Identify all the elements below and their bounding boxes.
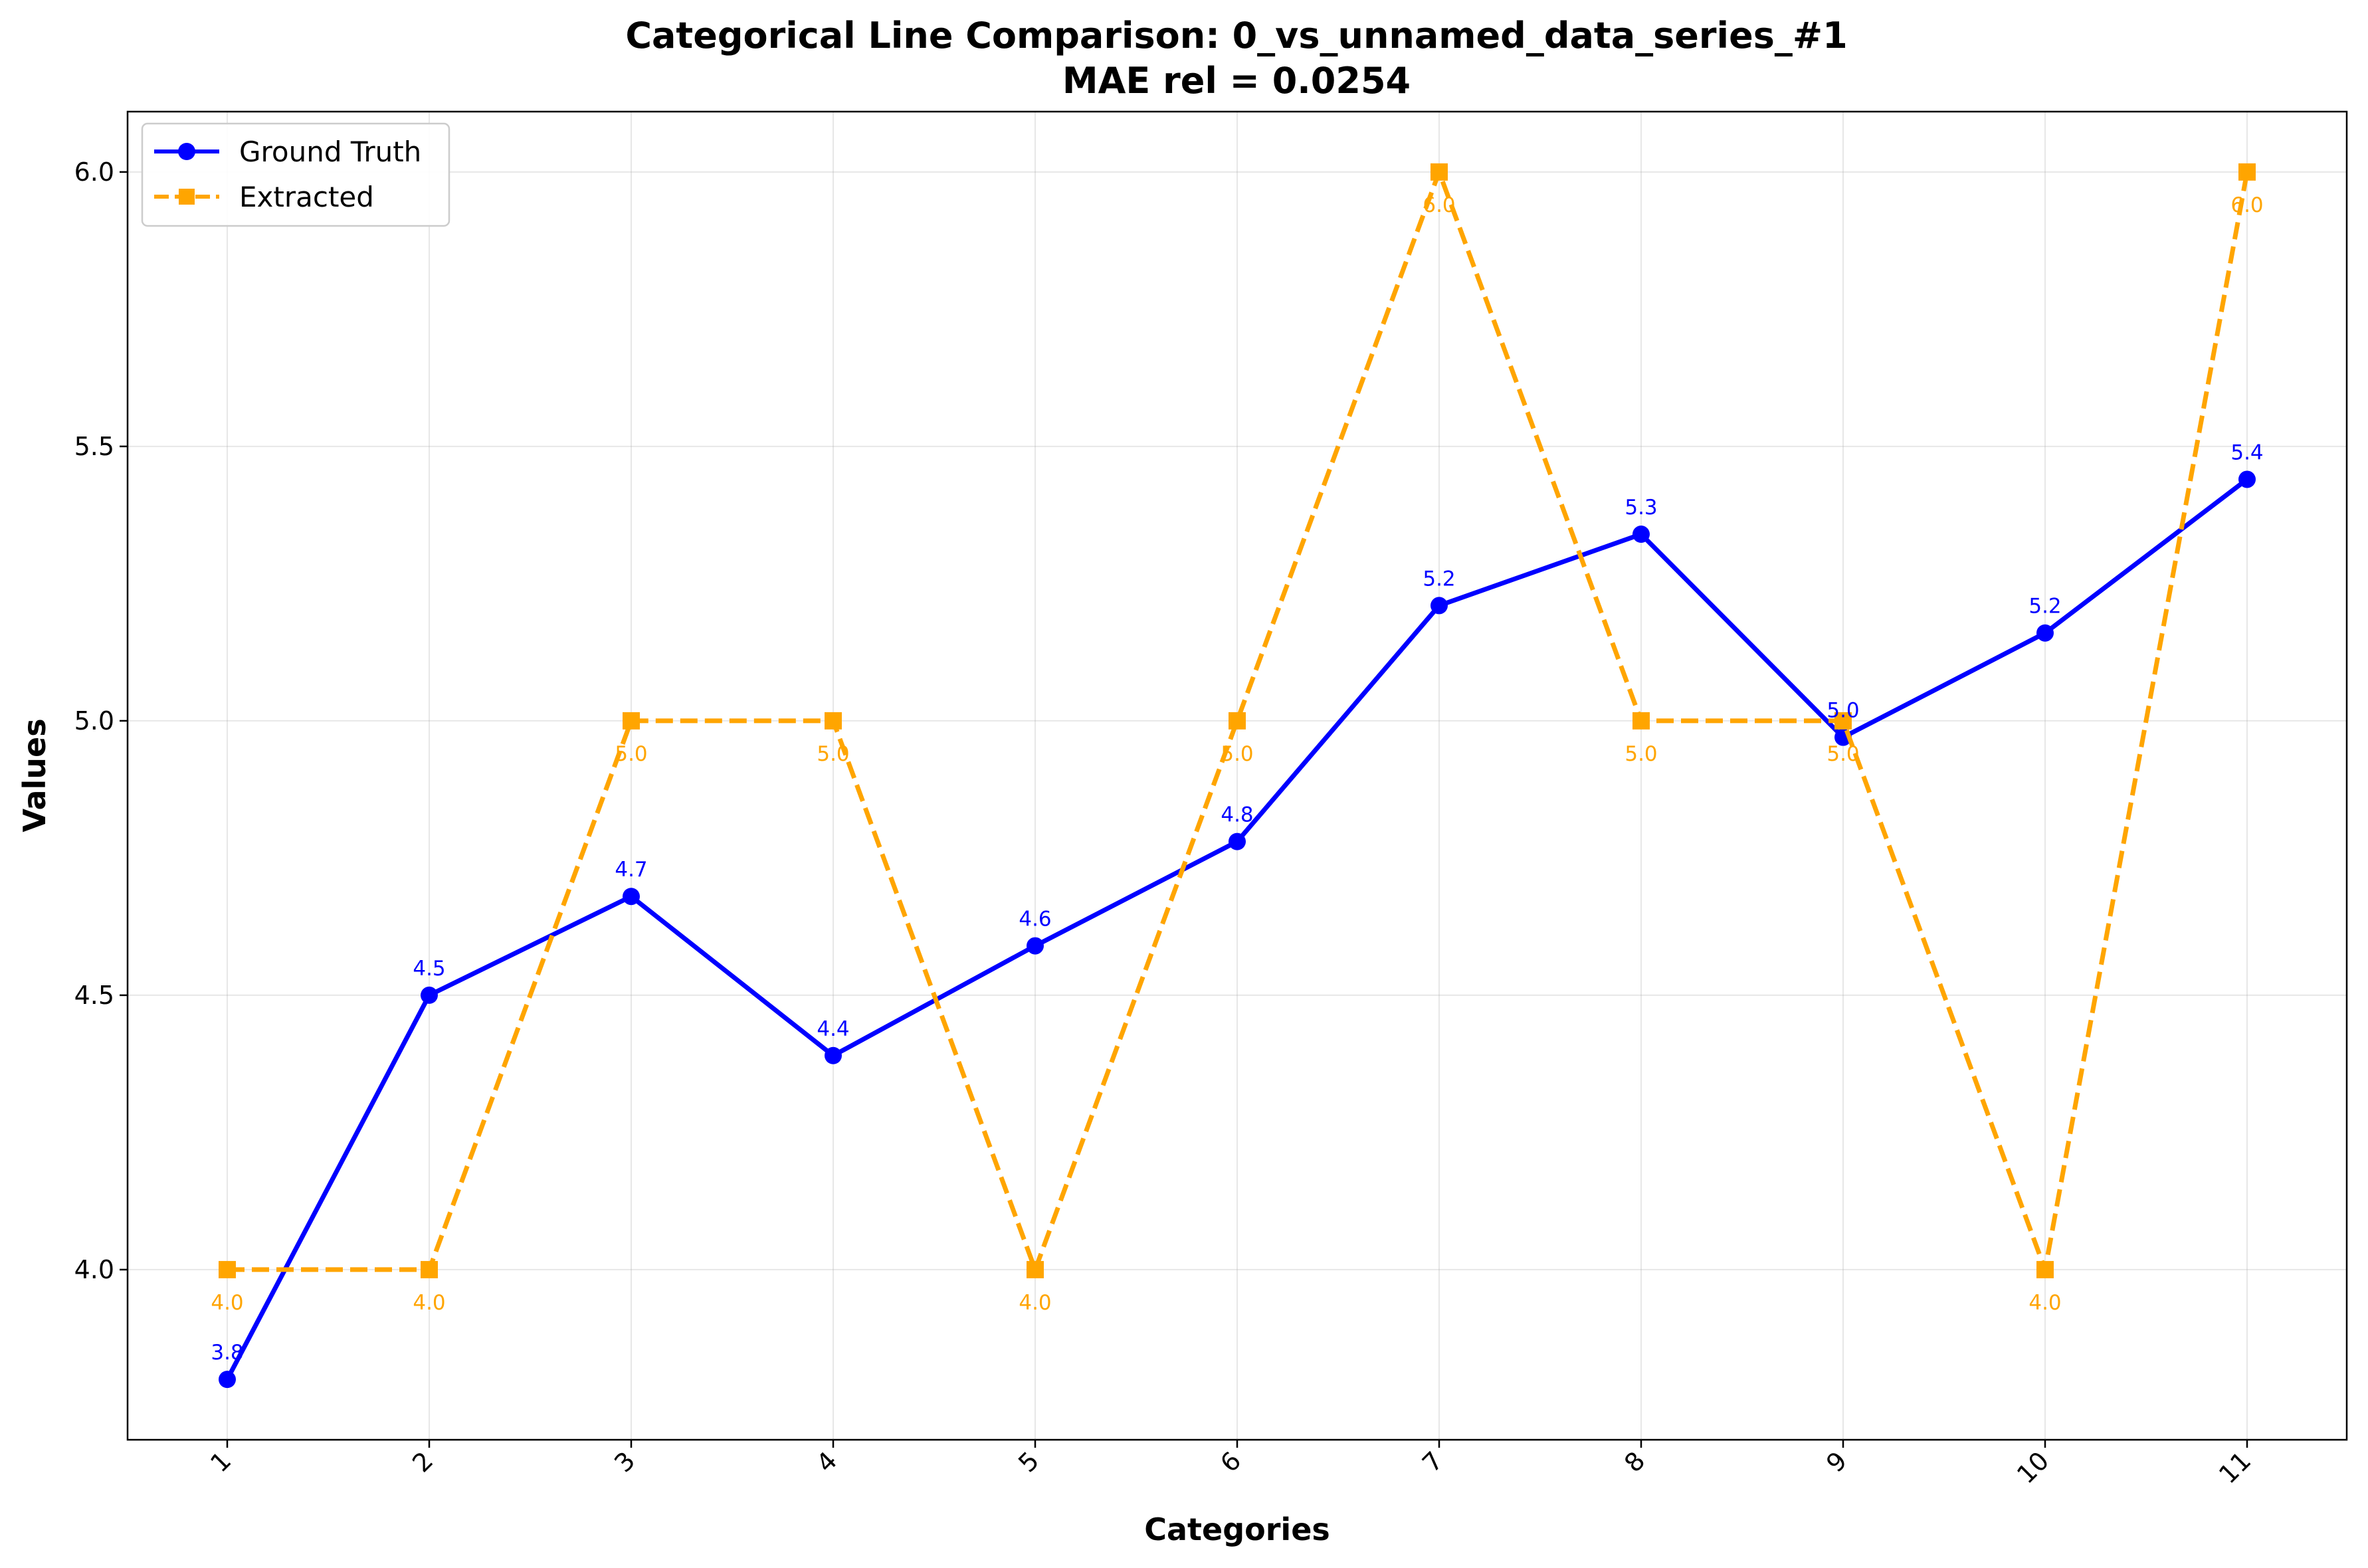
y-tick-label: 5.0 [74,706,114,735]
ground-truth-data-label: 4.6 [1019,908,1051,931]
y-tick-label: 5.5 [74,432,114,461]
extracted-data-label: 6.0 [2230,193,2263,217]
legend-extracted-label: Extracted [239,181,374,213]
extracted-data-label: 4.0 [211,1291,243,1315]
ground-truth-point [1431,597,1448,615]
extracted-point [1632,712,1650,730]
ground-truth-data-label: 4.5 [413,957,445,981]
y-tick-label: 6.0 [74,157,114,187]
ground-truth-point [623,888,640,906]
extracted-point [623,712,640,730]
chart-title-line-1: Categorical Line Comparison: 0_vs_unname… [625,15,1847,56]
ground-truth-point [421,986,438,1004]
ground-truth-point [1632,526,1650,543]
extracted-data-label: 5.0 [615,742,647,766]
ground-truth-data-label: 4.4 [817,1017,849,1041]
ground-truth-point [2238,470,2256,488]
extracted-data-label: 4.0 [1019,1291,1051,1315]
grid [128,112,2347,1440]
ground-truth-data-label: 5.4 [2230,441,2263,464]
extracted-point [219,1260,236,1278]
series-layer [219,163,2256,1389]
legend-ground-truth-marker [178,143,195,160]
extracted-data-label: 5.0 [1826,742,1859,766]
chart-title-line-2: MAE rel = 0.0254 [1062,60,1411,102]
y-tick-label: 4.5 [74,981,114,1010]
extracted-point [1834,712,1852,730]
ground-truth-data-label: 5.3 [1625,496,1657,520]
extracted-point [1229,712,1246,730]
extracted-point [825,712,842,730]
y-tick-label: 4.0 [74,1255,114,1284]
extracted-data-label: 5.0 [817,742,849,766]
ground-truth-point [825,1046,842,1064]
ground-truth-data-label: 3.8 [211,1341,243,1365]
ground-truth-point [219,1371,236,1389]
extracted-line [227,169,2250,1272]
ground-truth-data-label: 5.0 [1826,699,1859,723]
extracted-data-label: 5.0 [1625,742,1657,766]
extracted-point [2036,1260,2054,1278]
ground-truth-data-label: 5.2 [1423,567,1455,591]
ground-truth-data-label: 4.8 [1221,803,1253,827]
data-labels: 3.8 4.5 4.7 4.4 4.6 4.8 5.2 5.3 5.0 5.2 5.4 4.0 4.0 5… [211,193,2263,1365]
extracted-point [1431,163,1448,181]
extracted-data-label: 5.0 [1221,742,1253,766]
legend: Ground Truth Extracted [141,122,450,227]
legend-box [141,122,450,227]
ground-truth-data-label: 4.7 [615,858,647,882]
ground-truth-point [2036,624,2054,642]
x-axis-label: Categories [1144,1512,1330,1547]
extracted-point [421,1260,438,1278]
ground-truth-point [1027,937,1044,955]
extracted-data-label: 4.0 [2028,1291,2061,1315]
y-axis-label: Values [17,718,52,832]
ground-truth-data-label: 5.2 [2028,595,2061,619]
extracted-data-label: 6.0 [1423,193,1455,217]
extracted-data-label: 4.0 [413,1291,445,1315]
ground-truth-point [1229,833,1246,850]
extracted-point [1027,1260,1044,1278]
y-axis-ticks: 4.0 4.5 5.0 5.5 6.0 [74,157,128,1284]
legend-ground-truth-label: Ground Truth [239,136,421,168]
legend-extracted-marker [179,189,195,205]
extracted-point [2238,163,2256,181]
